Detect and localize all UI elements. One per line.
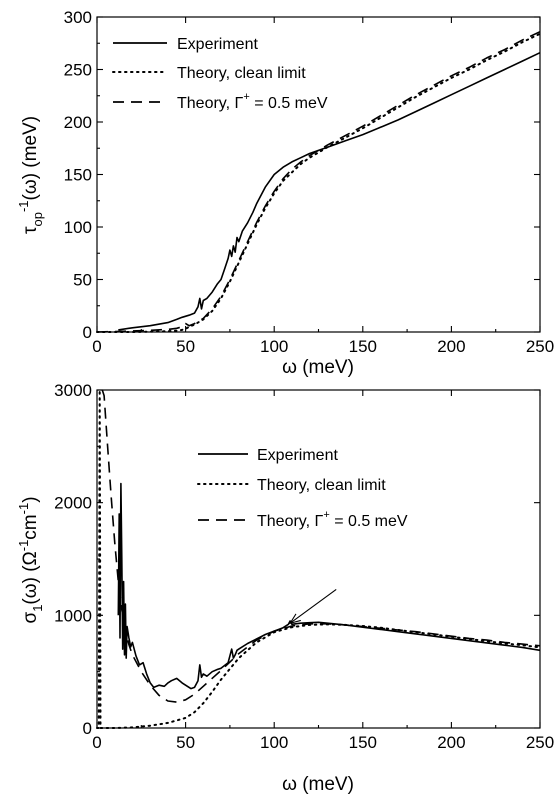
y-tick-label: 0 (83, 323, 92, 342)
plot-frame (96, 389, 541, 729)
y-tick-label: 3000 (54, 381, 92, 400)
x-tick-label: 200 (437, 337, 465, 356)
clean-limit-line (96, 389, 541, 729)
annotation-arrow-shaft (289, 588, 337, 624)
y-axis-label-rest: (ω) (meV) (20, 116, 41, 201)
x-tick-label: 0 (92, 337, 101, 356)
y-tick-label: 100 (64, 218, 92, 237)
annotation-arrow-head (288, 613, 301, 625)
x-tick-label: 100 (260, 733, 288, 752)
legend-label-clean-limit: Theory, clean limit (257, 477, 386, 494)
tick-labels: 0 50 100 150 200 250 0 1000 2000 3000 (54, 381, 554, 752)
y-axis-label-symbol: σ (20, 612, 41, 624)
y-axis-label-superscript: -1 (16, 200, 31, 212)
y-axis-label-subscript: 1 (30, 605, 45, 612)
y-tick-label: 200 (64, 113, 92, 132)
y-axis-label-superscript2: -1 (16, 503, 31, 515)
y-tick-label: 50 (73, 271, 92, 290)
legend-label-clean-limit: Theory, clean limit (177, 65, 306, 82)
tick-marks (96, 16, 541, 333)
y-axis-label-part1: (ω) (Ω (20, 551, 41, 604)
y-tick-label: 150 (64, 166, 92, 185)
y-tick-label: 2000 (54, 494, 92, 513)
x-axis-label: ω (meV) (282, 357, 354, 378)
y-axis-label-symbol: τ (20, 226, 41, 234)
y-tick-label: 250 (64, 61, 92, 80)
x-tick-label: 0 (92, 733, 101, 752)
y-axis-label-part2: cm (20, 514, 41, 539)
experiment-line (118, 51, 541, 331)
x-tick-label: 50 (176, 733, 195, 752)
x-tick-label: 150 (349, 733, 377, 752)
conductivity-panel: 0 50 100 150 200 250 0 1000 2000 3000 Experiment … (16, 381, 554, 795)
legend-label-experiment: Experiment (177, 36, 258, 53)
clean-limit-line (96, 32, 541, 333)
gamma-line (96, 30, 541, 333)
x-axis-label: ω (meV) (282, 774, 354, 795)
annotation-arrow (288, 588, 337, 625)
y-axis-label-superscript1: -1 (16, 540, 31, 552)
x-tick-label: 200 (437, 733, 465, 752)
gamma-line (101, 389, 541, 703)
legend: Experiment Theory, clean limit Theory, Γ… (197, 447, 408, 530)
conductivity-series-group (96, 389, 541, 729)
legend-label-gamma: Theory, Γ+ = 0.5 meV (177, 91, 328, 112)
y-tick-label: 0 (83, 719, 92, 738)
tick-labels: 0 50 100 150 200 250 0 50 100 150 200 250 300 (64, 8, 555, 356)
x-tick-label: 250 (526, 733, 554, 752)
y-axis-label-subscript: op (30, 212, 45, 226)
y-axis-label: σ1(ω) (Ω-1cm-1) (16, 496, 45, 623)
legend: Experiment Theory, clean limit Theory, Γ… (112, 36, 328, 112)
tick-marks (96, 389, 541, 729)
y-tick-label: 1000 (54, 606, 92, 625)
legend-label-gamma: Theory, Γ+ = 0.5 meV (257, 509, 408, 530)
legend-label-experiment: Experiment (257, 447, 338, 464)
x-tick-label: 250 (526, 337, 554, 356)
x-tick-label: 50 (176, 337, 195, 356)
x-tick-label: 100 (260, 337, 288, 356)
y-axis-label: τop-1(ω) (meV) (16, 116, 45, 234)
y-axis-label-part3: ) (20, 496, 41, 502)
scattering-rate-series-group (96, 30, 541, 333)
y-tick-label: 300 (64, 8, 92, 27)
x-tick-label: 150 (349, 337, 377, 356)
scattering-rate-panel: 0 50 100 150 200 250 0 50 100 150 200 250 300 Experi… (16, 8, 554, 378)
